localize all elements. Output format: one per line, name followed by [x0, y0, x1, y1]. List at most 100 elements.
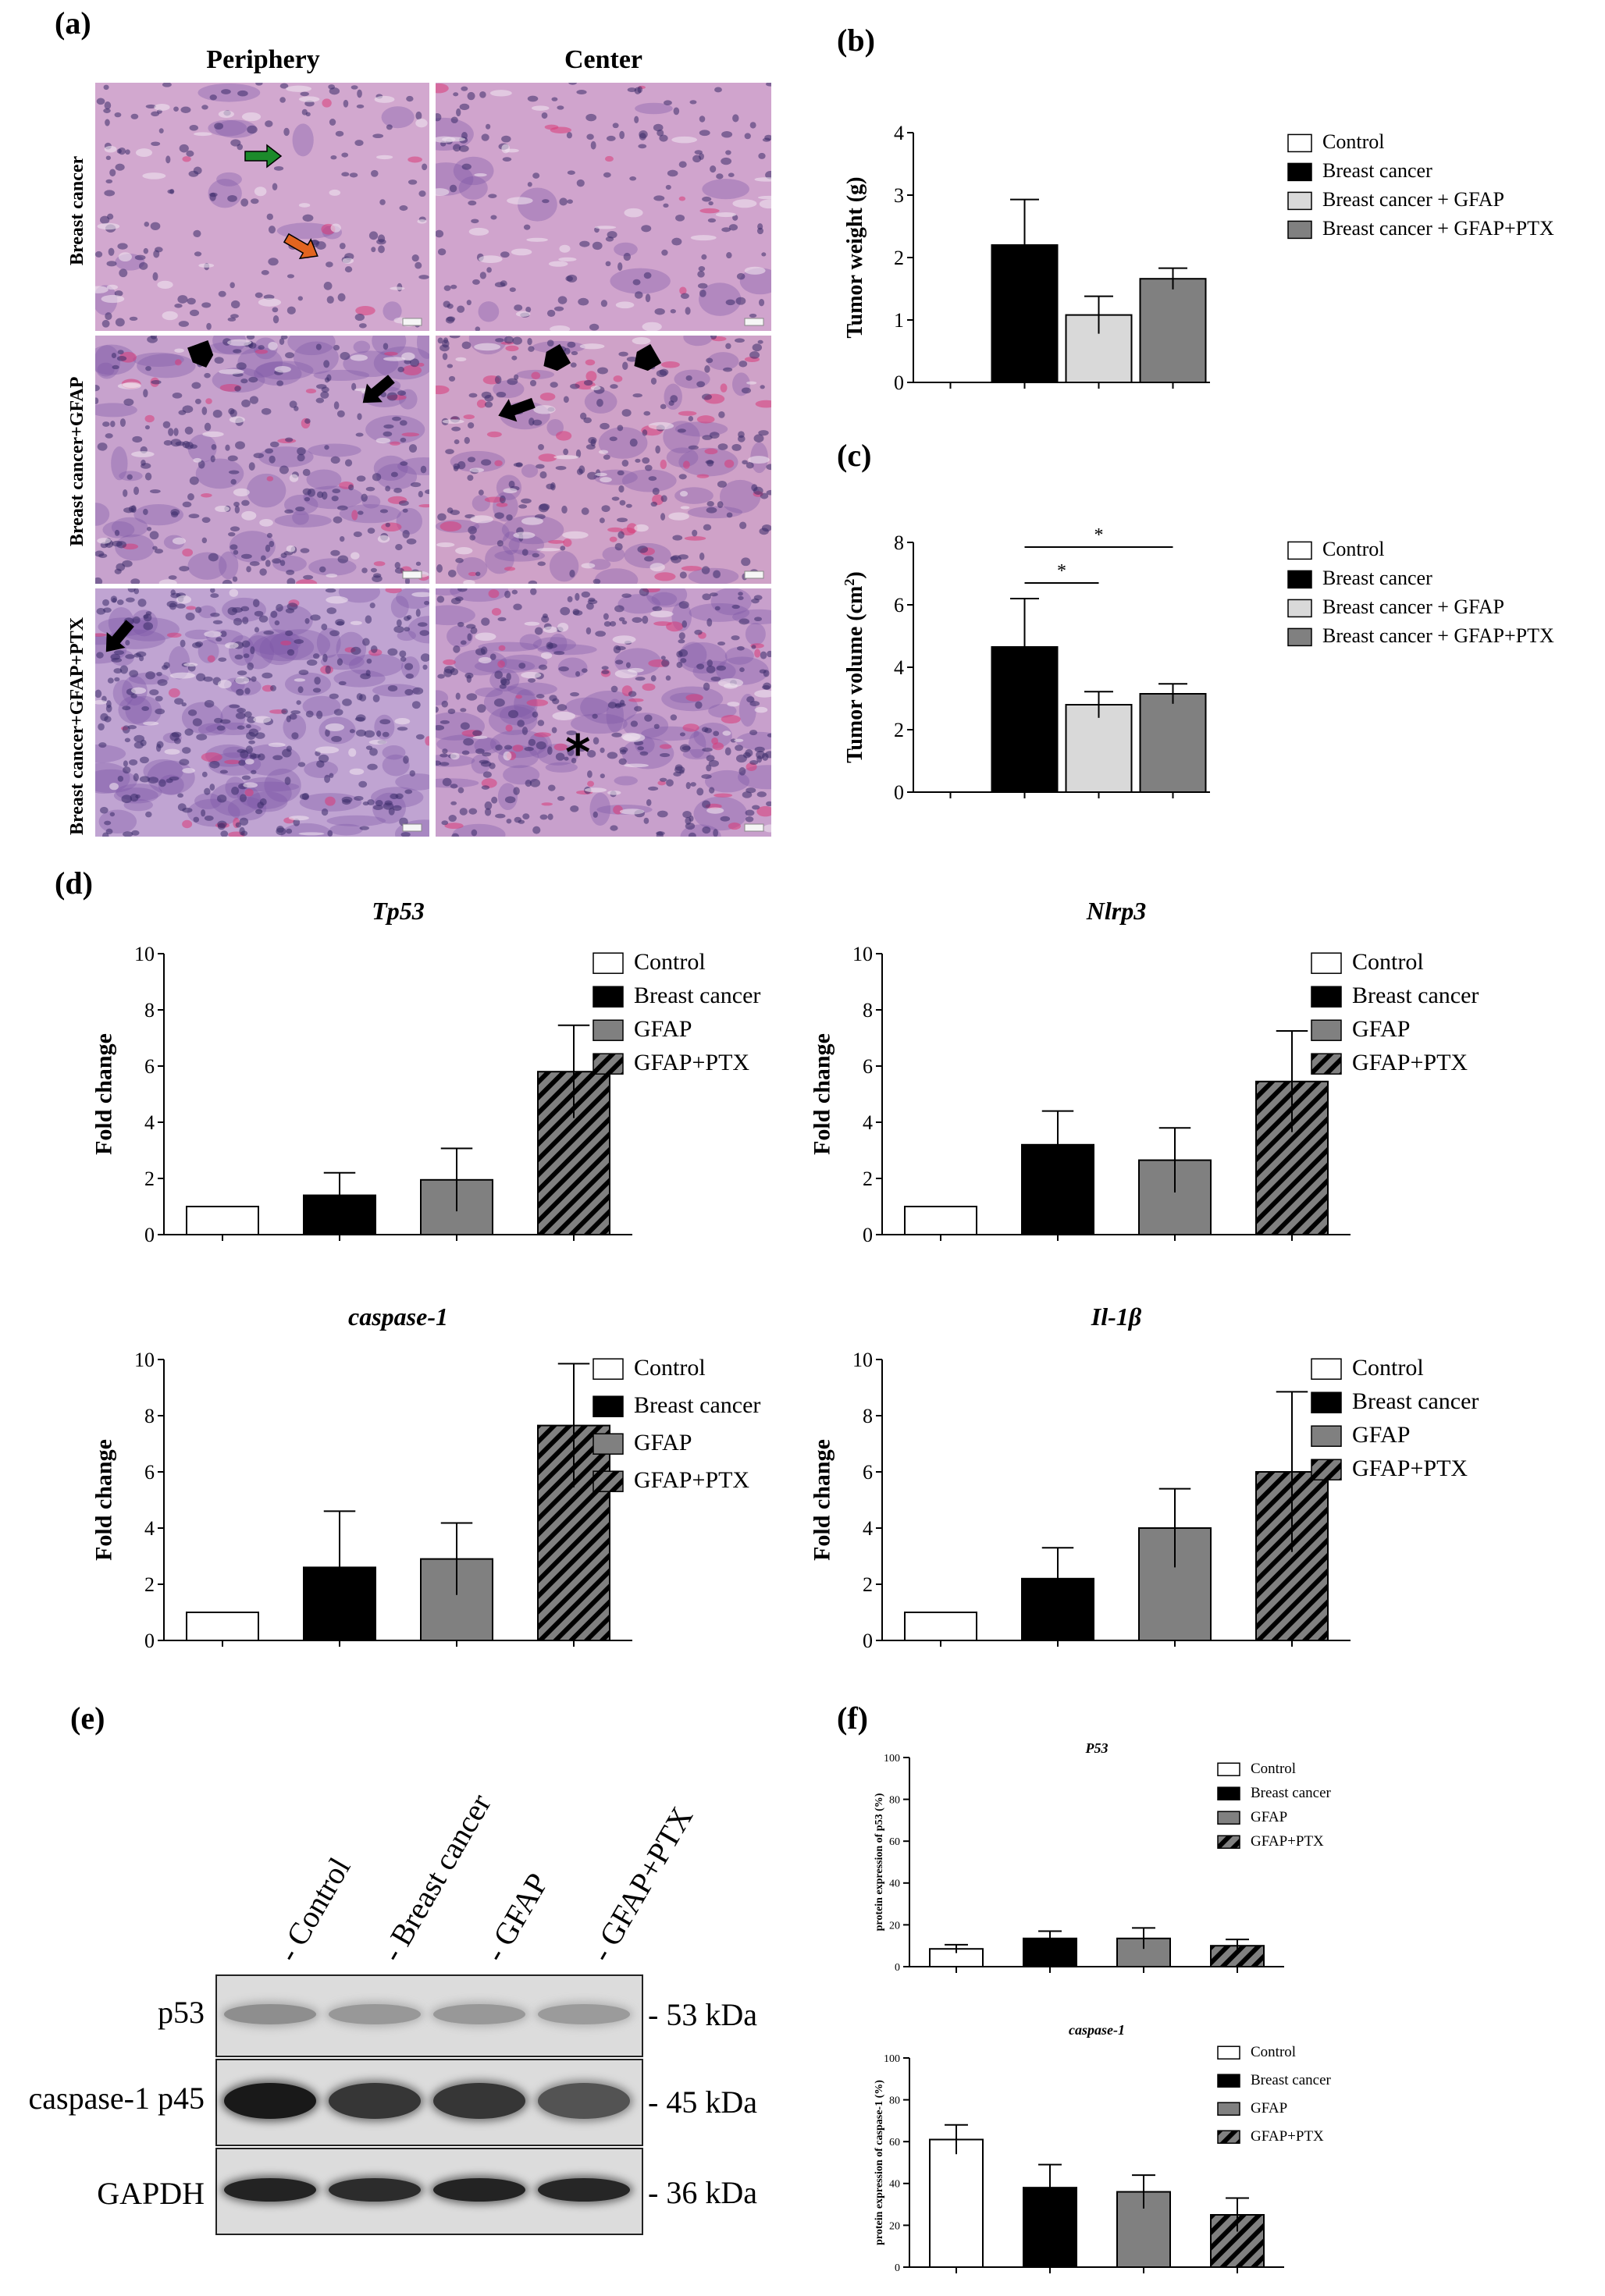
cell-nucleus [457, 787, 464, 794]
cell-nucleus [131, 830, 140, 836]
cell-nucleus [542, 613, 548, 619]
legend-swatch [1311, 986, 1342, 1008]
tissue-region [436, 588, 462, 596]
cell-nucleus [130, 578, 141, 584]
cell-nucleus [179, 566, 190, 572]
cell-nucleus [239, 817, 249, 826]
tissue-gap [286, 85, 312, 92]
tissue-region [453, 156, 494, 186]
cell-nucleus [212, 620, 223, 624]
cell-nucleus [300, 91, 309, 97]
cell-nucleus [370, 567, 377, 573]
cell-nucleus [518, 504, 528, 509]
cell-nucleus [564, 756, 569, 761]
red-blood-cells [699, 208, 720, 214]
cell-nucleus [163, 439, 173, 446]
red-blood-cells [613, 805, 623, 815]
tissue-gap [349, 768, 365, 775]
legend-label: Control [1352, 1355, 1424, 1381]
tissue-gap [415, 119, 428, 128]
cell-nucleus [158, 779, 166, 787]
cell-nucleus [133, 652, 141, 658]
cell-nucleus [728, 172, 735, 177]
cell-nucleus [145, 671, 155, 680]
tissue-gap [472, 735, 488, 739]
red-blood-cells [496, 502, 508, 507]
tissue-region [287, 336, 336, 356]
cell-nucleus [233, 549, 239, 555]
cell-nucleus [661, 249, 668, 256]
cell-nucleus [297, 296, 303, 301]
tissue-gap [143, 721, 159, 726]
cell-nucleus [372, 473, 382, 482]
red-blood-cells [494, 460, 503, 467]
cell-nucleus [685, 823, 696, 830]
cell-nucleus [450, 801, 457, 805]
cell-nucleus [209, 94, 217, 101]
cell-nucleus [254, 627, 260, 633]
cell-nucleus [332, 489, 341, 494]
cell-nucleus [132, 616, 141, 624]
legend-swatch [1287, 220, 1312, 240]
cell-nucleus [273, 165, 284, 171]
orange-arrow-icon [283, 233, 319, 260]
tissue-gap [558, 257, 577, 261]
tissue-gap [598, 450, 609, 454]
cell-nucleus [664, 100, 672, 105]
bar-control [904, 1612, 977, 1641]
cell-nucleus [706, 506, 717, 514]
cell-nucleus [170, 508, 180, 516]
cell-nucleus [134, 254, 146, 261]
cell-nucleus [182, 807, 193, 813]
cell-nucleus [372, 133, 384, 139]
cell-nucleus [95, 251, 103, 258]
cell-nucleus [254, 732, 265, 739]
cell-nucleus [379, 719, 391, 725]
legend-swatch [593, 1358, 624, 1380]
cell-nucleus [706, 764, 712, 772]
cell-nucleus [341, 152, 349, 158]
cell-nucleus [411, 254, 419, 262]
y-tick-label: 4 [144, 1111, 155, 1134]
cell-nucleus [622, 361, 628, 370]
y-axis-label: Fold change [91, 1033, 117, 1155]
cell-nucleus [746, 696, 755, 703]
bar-control [186, 1612, 259, 1641]
tissue-gap [351, 552, 360, 560]
cell-nucleus [440, 753, 448, 758]
cell-nucleus [204, 815, 214, 821]
cell-nucleus [118, 147, 126, 155]
red-blood-cells [607, 527, 623, 532]
tissue-region [348, 653, 404, 677]
cell-nucleus [151, 111, 160, 117]
legend-swatch [1217, 2074, 1240, 2088]
tissue-gap [229, 588, 239, 597]
cell-nucleus [337, 505, 348, 510]
cell-nucleus [495, 338, 504, 343]
cell-nucleus [660, 513, 666, 521]
cell-nucleus [176, 603, 186, 609]
tissue-region [168, 645, 190, 680]
cell-nucleus [634, 291, 643, 299]
cell-nucleus [158, 128, 164, 134]
tissue-gap [289, 474, 299, 482]
significance-star: * [1094, 525, 1104, 546]
cell-nucleus [122, 725, 130, 734]
tissue-gap [680, 506, 690, 510]
cell-nucleus [195, 606, 202, 613]
chart-caspase1: caspase-1 0 2 4 6 8 10 Fold change Control Breast… [86, 1303, 788, 1654]
cell-nucleus [193, 166, 202, 175]
cell-nucleus [506, 673, 511, 681]
cell-nucleus [415, 561, 422, 567]
y-tick-label: 0 [895, 2262, 900, 2274]
y-tick-label: 10 [852, 943, 873, 965]
cell-nucleus [230, 139, 241, 147]
cell-nucleus [422, 664, 428, 670]
tissue-region [674, 369, 710, 389]
tissue-region [95, 744, 126, 763]
cell-nucleus [302, 214, 314, 222]
tissue-gap [298, 96, 320, 102]
black-arrow-icon [105, 620, 134, 652]
tissue-gap [748, 456, 770, 464]
tissue-gap [97, 222, 120, 230]
